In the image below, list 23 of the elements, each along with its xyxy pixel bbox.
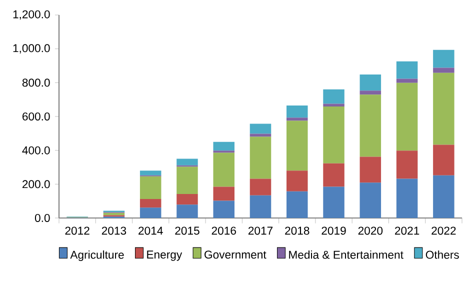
y-tick-label: 800.0: [22, 78, 50, 87]
x-tick-label: 2018: [285, 226, 310, 235]
x-tick-label: 2020: [358, 226, 383, 235]
legend-label: Energy: [147, 250, 182, 261]
x-tick-label: 2022: [432, 226, 456, 235]
y-tick-label: 200.0: [22, 180, 50, 188]
x-tick-label: 2015: [175, 226, 200, 235]
x-tick-label: 2019: [322, 226, 346, 235]
x-tick-label: 2017: [248, 226, 273, 235]
legend-label: Government: [204, 250, 266, 259]
y-tick-label: 400.0: [22, 146, 50, 154]
legend-label: Media & Entertainment: [289, 250, 404, 259]
y-tick-label: 0.0: [34, 214, 50, 222]
x-tick-label: 2012: [65, 226, 90, 235]
legend-label: Others: [426, 250, 459, 259]
y-tick-label: 1,200.0: [13, 10, 50, 20]
x-tick-label: 2013: [102, 226, 126, 235]
y-tick-label: 600.0: [22, 112, 50, 120]
x-tick-label: 2014: [138, 226, 163, 235]
x-tick-label: 2016: [212, 226, 236, 235]
x-tick-label: 2021: [395, 226, 420, 235]
y-tick-label: 1,000.0: [13, 44, 50, 54]
legend-label: Agriculture: [70, 250, 124, 262]
